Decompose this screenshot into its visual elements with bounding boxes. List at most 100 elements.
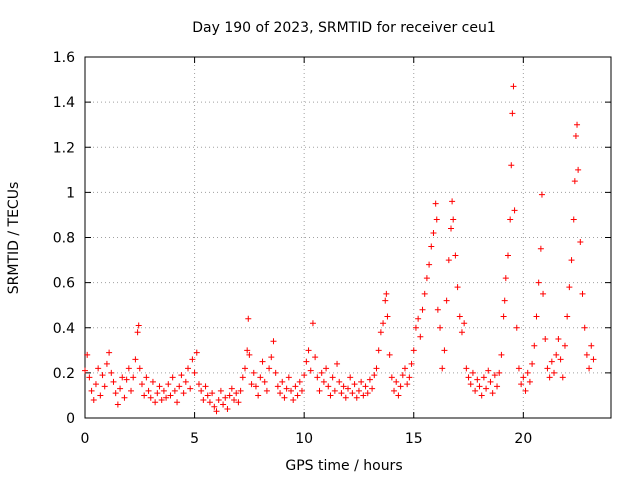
data-point-marker (395, 392, 402, 399)
data-point-marker (500, 313, 507, 320)
data-point-marker (263, 387, 270, 394)
y-tick-label: 1.4 (53, 95, 75, 111)
data-point-marker (553, 351, 560, 358)
data-point-marker (266, 365, 273, 372)
data-point-marker (434, 306, 441, 313)
data-point-marker (463, 365, 470, 372)
data-point-marker (421, 290, 428, 297)
data-point-marker (152, 399, 159, 406)
data-point-marker (366, 376, 373, 383)
data-markers (82, 83, 597, 415)
data-point-marker (213, 408, 220, 415)
data-point-marker (147, 394, 154, 401)
data-point-marker (583, 351, 590, 358)
data-point-marker (439, 365, 446, 372)
data-point-marker (257, 374, 264, 381)
data-point-marker (288, 387, 295, 394)
data-point-marker (515, 365, 522, 372)
data-point-marker (92, 381, 99, 388)
data-point-marker (458, 329, 465, 336)
data-point-marker (393, 378, 400, 385)
data-point-marker (502, 275, 509, 282)
data-point-marker (540, 290, 547, 297)
data-point-marker (88, 387, 95, 394)
data-point-marker (496, 369, 503, 376)
data-point-marker (518, 381, 525, 388)
data-point-marker (412, 324, 419, 331)
x-axis-label: GPS time / hours (285, 458, 402, 474)
data-point-marker (386, 351, 393, 358)
data-point-marker (433, 216, 440, 223)
data-point-marker (103, 360, 110, 367)
data-point-marker (290, 396, 297, 403)
data-point-marker (228, 385, 235, 392)
data-point-marker (566, 284, 573, 291)
data-point-marker (538, 191, 545, 198)
x-tick-label: 0 (81, 431, 90, 447)
data-point-marker (195, 381, 202, 388)
data-point-marker (163, 394, 170, 401)
data-point-marker (220, 401, 227, 408)
y-tick-label: 0.2 (53, 366, 75, 382)
data-point-marker (364, 390, 371, 397)
data-point-marker (353, 394, 360, 401)
data-point-marker (520, 374, 527, 381)
data-point-marker (551, 369, 558, 376)
data-point-marker (419, 306, 426, 313)
data-point-marker (185, 365, 192, 372)
data-point-marker (318, 369, 325, 376)
x-tick-label: 20 (514, 431, 532, 447)
data-point-marker (193, 349, 200, 356)
data-point-marker (345, 385, 351, 392)
data-point-marker (112, 390, 119, 397)
data-point-marker (577, 239, 584, 246)
data-point-marker (513, 324, 520, 331)
data-point-marker (487, 378, 494, 385)
data-point-marker (211, 403, 218, 410)
data-point-marker (156, 383, 163, 390)
data-point-marker (371, 372, 378, 379)
data-point-marker (270, 338, 277, 345)
data-point-marker (281, 394, 288, 401)
data-point-marker (485, 367, 492, 374)
data-point-marker (362, 383, 369, 390)
data-point-marker (268, 354, 275, 361)
data-point-marker (261, 378, 268, 385)
data-point-marker (277, 390, 284, 397)
data-point-marker (215, 396, 222, 403)
data-point-marker (245, 315, 252, 322)
data-point-marker (125, 365, 132, 372)
data-point-marker (423, 275, 430, 282)
data-point-marker (581, 324, 588, 331)
data-point-marker (452, 252, 459, 259)
data-point-marker (128, 387, 135, 394)
data-point-marker (529, 360, 536, 367)
axis-ticks: 0 0.2 0.4 0.6 0.8 1 1.2 1.4 1.6 0 5 10 15 20 (53, 50, 611, 447)
data-point-marker (294, 392, 301, 399)
data-point-marker (110, 378, 117, 385)
data-point-marker (108, 369, 115, 376)
data-point-marker (559, 374, 566, 381)
data-point-marker (97, 392, 104, 399)
data-point-marker (338, 390, 345, 397)
data-point-marker (568, 257, 575, 264)
data-point-marker (298, 387, 305, 394)
data-point-marker (134, 329, 141, 336)
data-point-marker (391, 387, 398, 394)
data-point-marker (465, 374, 472, 381)
data-point-marker (143, 374, 150, 381)
data-point-marker (274, 383, 281, 390)
data-point-marker (198, 387, 205, 394)
data-point-marker (456, 313, 463, 320)
y-tick-label: 0.6 (53, 276, 75, 292)
data-point-marker (504, 252, 511, 259)
grid-lines (85, 57, 611, 418)
y-tick-label: 0 (66, 411, 75, 427)
data-point-marker (443, 297, 450, 304)
data-point-marker (397, 383, 404, 390)
data-point-marker (331, 387, 338, 394)
data-point-marker (351, 381, 358, 388)
data-point-marker (555, 336, 562, 343)
data-point-marker (191, 369, 198, 376)
data-point-marker (123, 376, 130, 383)
